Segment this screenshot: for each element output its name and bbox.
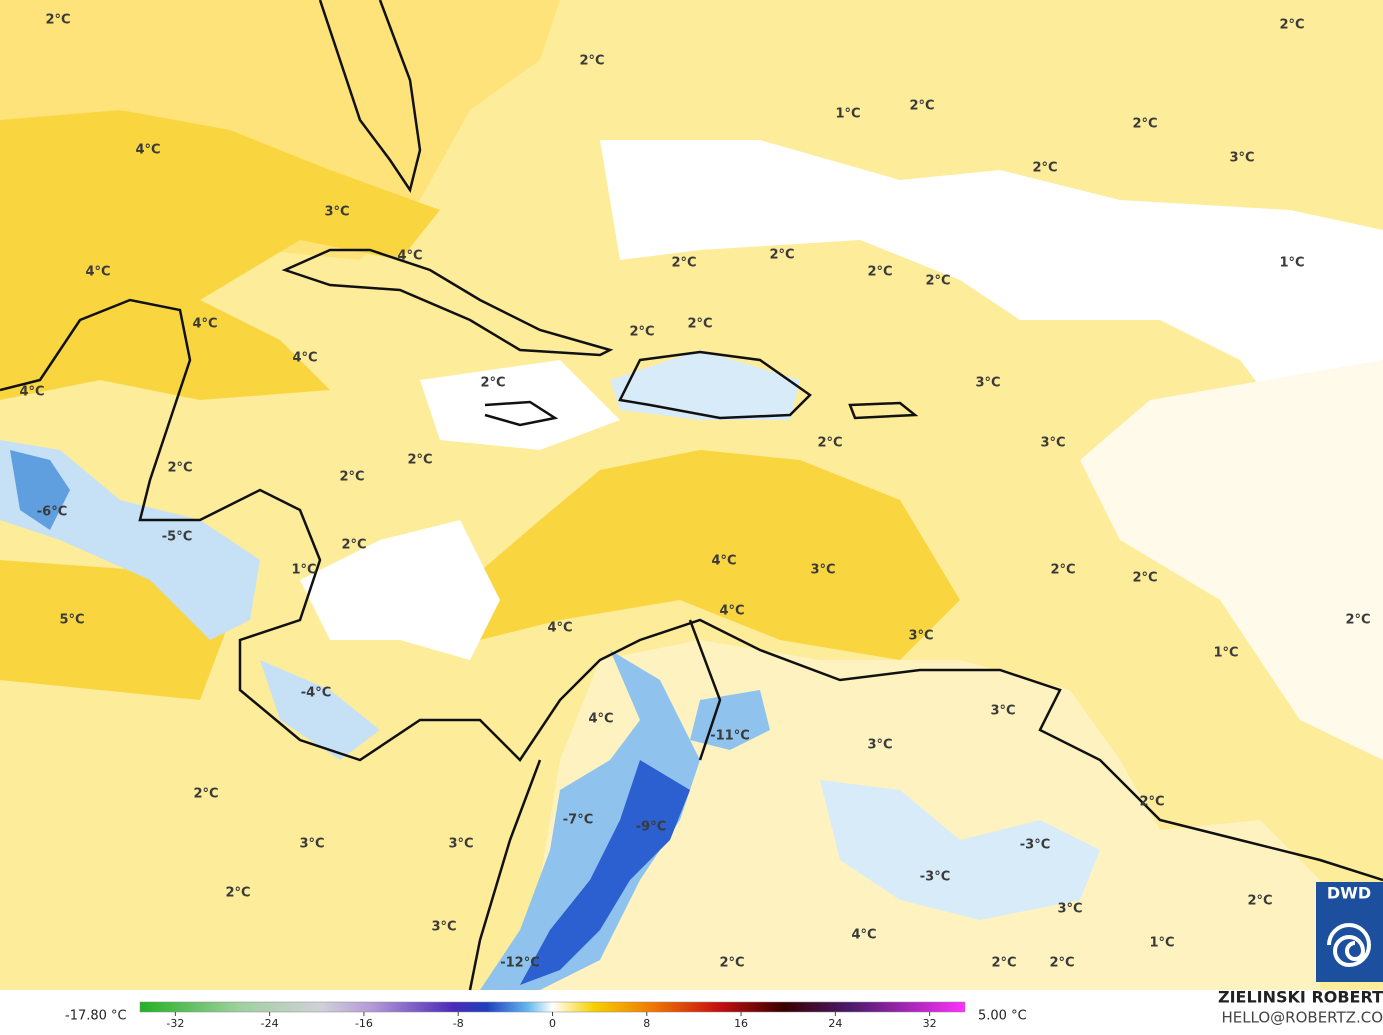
temperature-label: 3°C: [448, 837, 473, 852]
temperature-label: 2°C: [1132, 571, 1157, 586]
temperature-label: 2°C: [339, 470, 364, 485]
temperature-label: 2°C: [991, 956, 1016, 971]
colorbar-tick-label: 24: [828, 1017, 842, 1030]
temperature-label: 3°C: [1057, 902, 1082, 917]
temperature-label: -11°C: [710, 729, 750, 744]
temperature-label: 3°C: [299, 837, 324, 852]
temperature-label: 2°C: [1050, 563, 1075, 578]
temperature-label: 3°C: [431, 920, 456, 935]
temperature-label: 1°C: [1213, 646, 1238, 661]
temperature-label: 1°C: [291, 563, 316, 578]
temperature-label: 2°C: [45, 13, 70, 28]
colorbar-max-label: 5.00 °C: [978, 1009, 1027, 1024]
temperature-label: 4°C: [192, 317, 217, 332]
temperature-label: 2°C: [867, 265, 892, 280]
colorbar-tick-label: 32: [923, 1017, 937, 1030]
temperature-label: 2°C: [925, 274, 950, 289]
map-field: [0, 0, 1383, 990]
temperature-label: 1°C: [835, 107, 860, 122]
credit-name: ZIELINSKI ROBERT: [1218, 988, 1383, 1007]
temperature-label: -6°C: [37, 505, 67, 520]
credit-email: HELLO@ROBERTZ.CO: [1221, 1009, 1383, 1027]
temperature-label: 2°C: [1032, 161, 1057, 176]
temperature-label: 2°C: [629, 325, 654, 340]
temperature-label: 3°C: [867, 738, 892, 753]
temperature-label: 4°C: [397, 249, 422, 264]
temperature-label: 2°C: [1279, 18, 1304, 33]
temperature-label: 4°C: [547, 621, 572, 636]
temperature-label: 5°C: [59, 613, 84, 628]
temperature-label: -4°C: [301, 686, 331, 701]
temperature-label: 2°C: [225, 886, 250, 901]
temperature-label: 4°C: [851, 928, 876, 943]
temperature-label: 2°C: [1345, 613, 1370, 628]
temperature-label: 2°C: [687, 317, 712, 332]
temperature-label: 2°C: [1049, 956, 1074, 971]
temperature-label: 2°C: [341, 538, 366, 553]
temperature-label: 1°C: [1279, 256, 1304, 271]
temperature-label: 3°C: [810, 563, 835, 578]
temperature-labels: 2°C 2°C 2°C 1°C 2°C 2°C 4°C 2°C 3°C 3°C 2°C 2°C 2°C 2…: [19, 13, 1370, 971]
temperature-label: -3°C: [920, 870, 950, 885]
temperature-label: 3°C: [1229, 151, 1254, 166]
temperature-label: 2°C: [817, 436, 842, 451]
colorbar-tick-label: 8: [643, 1017, 650, 1030]
temperature-label: 4°C: [719, 604, 744, 619]
colorbar-tick-label: -24: [261, 1017, 279, 1030]
temperature-label: 2°C: [671, 256, 696, 271]
temperature-label: 3°C: [1040, 436, 1065, 451]
temperature-label: 4°C: [711, 554, 736, 569]
temperature-label: 2°C: [1139, 795, 1164, 810]
temperature-label: 3°C: [908, 629, 933, 644]
dwd-swirl: [1327, 923, 1371, 968]
colorbar-min-label: -17.80 °C: [65, 1009, 127, 1024]
temperature-label: 2°C: [167, 461, 192, 476]
colorbar: -17.80 °C 5.00 °C -32 -24 -16 -8 0 8 16 24 32: [65, 1001, 1027, 1030]
temperature-label: 3°C: [990, 704, 1015, 719]
temperature-label: 2°C: [579, 54, 604, 69]
temperature-label: 4°C: [292, 351, 317, 366]
temperature-label: -3°C: [1020, 838, 1050, 853]
colorbar-tick-label: -32: [166, 1017, 184, 1030]
temperature-label: 1°C: [1149, 936, 1174, 951]
temperature-label: 4°C: [85, 265, 110, 280]
coastlines: [0, 0, 1383, 991]
colorbar-tick-label: -16: [355, 1017, 373, 1030]
temperature-label: 3°C: [324, 205, 349, 220]
colorbar-gradient: [139, 1001, 966, 1013]
temperature-label: 3°C: [975, 376, 1000, 391]
colorbar-tick-label: -8: [453, 1017, 464, 1030]
temperature-label: 2°C: [480, 376, 505, 391]
temperature-label: 2°C: [193, 787, 218, 802]
colorbar-tick-label: 0: [549, 1017, 556, 1030]
temperature-label: 4°C: [19, 385, 44, 400]
dwd-logo-text: DWD: [1327, 884, 1371, 903]
temperature-label: 4°C: [135, 143, 160, 158]
temperature-label: -5°C: [162, 530, 192, 545]
temperature-label: 4°C: [588, 712, 613, 727]
temperature-label: 2°C: [1247, 894, 1272, 909]
temperature-label: 2°C: [909, 99, 934, 114]
temperature-label: 2°C: [407, 453, 432, 468]
temperature-label: -7°C: [563, 813, 593, 828]
colorbar-tick-label: 16: [734, 1017, 748, 1030]
temperature-label: 2°C: [1132, 117, 1157, 132]
temperature-label: 2°C: [769, 248, 794, 263]
temperature-label: -12°C: [500, 956, 540, 971]
temperature-label: 2°C: [719, 956, 744, 971]
temperature-label: -9°C: [636, 820, 666, 835]
